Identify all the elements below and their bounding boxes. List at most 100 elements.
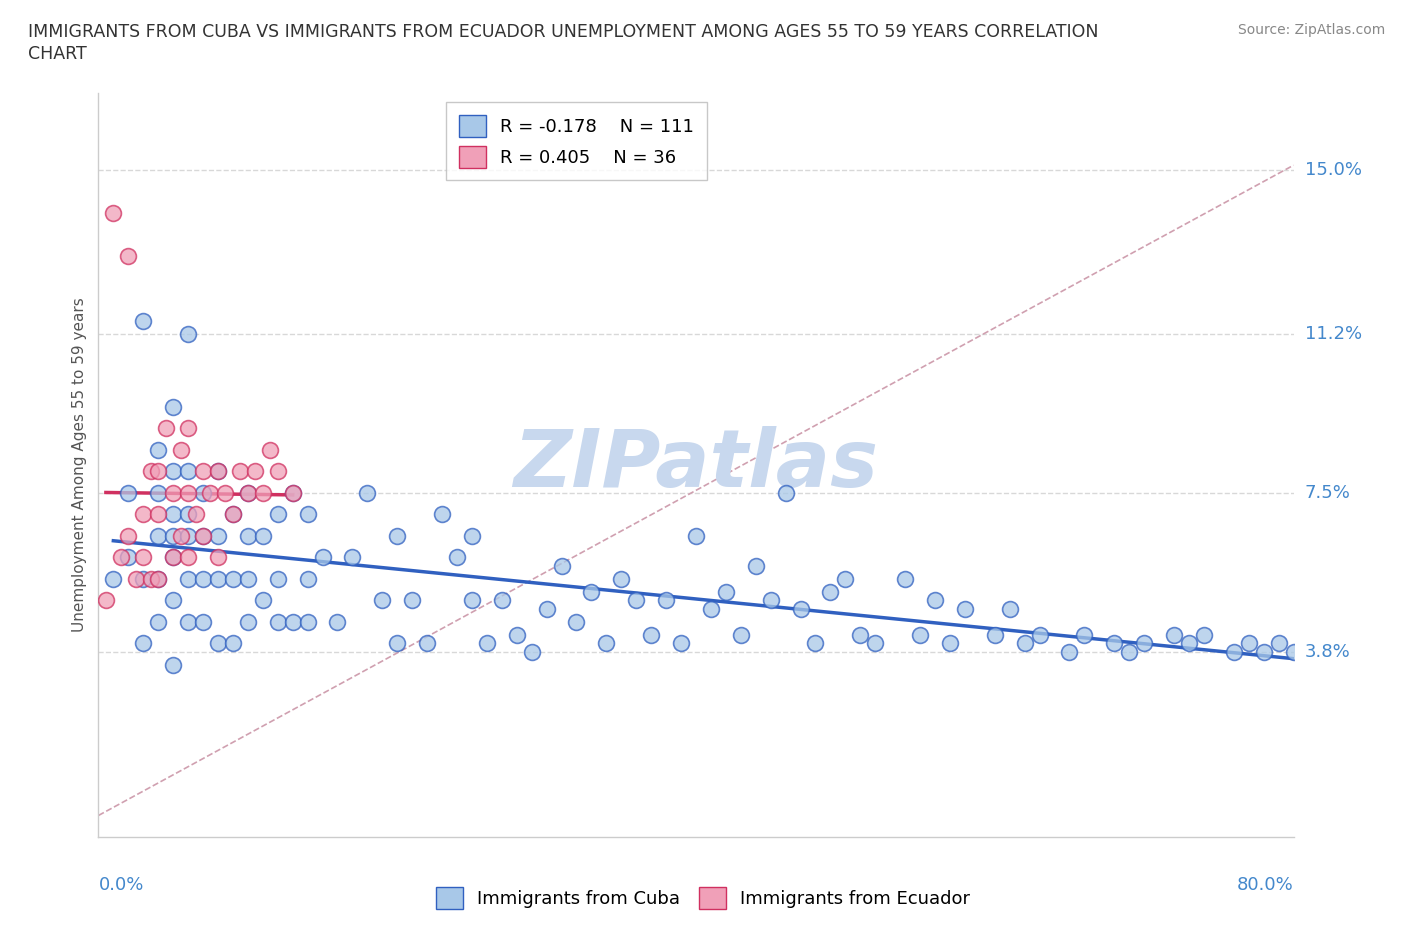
Point xyxy=(191,528,214,543)
Point xyxy=(1104,636,1126,651)
Point xyxy=(804,636,827,651)
Point xyxy=(162,485,184,500)
Point xyxy=(461,528,484,543)
Point xyxy=(908,628,931,643)
Point xyxy=(834,572,856,587)
Point xyxy=(1237,636,1260,651)
Point xyxy=(139,572,162,587)
Point xyxy=(730,628,752,643)
Point xyxy=(998,602,1021,617)
Point xyxy=(311,550,333,565)
Point xyxy=(132,636,155,651)
Point xyxy=(1223,644,1246,659)
Text: CHART: CHART xyxy=(28,45,87,62)
Point xyxy=(297,572,319,587)
Point xyxy=(148,615,170,630)
Point xyxy=(132,572,155,587)
Point xyxy=(236,572,259,587)
Point xyxy=(207,464,229,479)
Point xyxy=(245,464,267,479)
Point xyxy=(536,602,558,617)
Point xyxy=(177,507,200,522)
Point xyxy=(207,464,229,479)
Legend: R = -0.178    N = 111, R = 0.405    N = 36: R = -0.178 N = 111, R = 0.405 N = 36 xyxy=(446,102,707,180)
Point xyxy=(191,528,214,543)
Point xyxy=(117,528,139,543)
Point xyxy=(200,485,222,500)
Point xyxy=(132,313,155,328)
Point xyxy=(184,507,207,522)
Text: ZIPatlas: ZIPatlas xyxy=(513,426,879,504)
Point xyxy=(1133,636,1156,651)
Point xyxy=(565,615,588,630)
Point xyxy=(550,559,572,574)
Point xyxy=(103,572,125,587)
Point xyxy=(714,584,737,599)
Point xyxy=(177,421,200,436)
Point xyxy=(191,615,214,630)
Point xyxy=(162,464,184,479)
Point xyxy=(775,485,797,500)
Point xyxy=(103,206,125,220)
Point xyxy=(214,485,236,500)
Point xyxy=(222,507,245,522)
Point xyxy=(191,572,214,587)
Point xyxy=(139,464,162,479)
Point xyxy=(1073,628,1095,643)
Point xyxy=(610,572,633,587)
Point xyxy=(222,636,245,651)
Point xyxy=(1028,628,1050,643)
Point xyxy=(595,636,617,651)
Point xyxy=(385,528,409,543)
Point xyxy=(110,550,132,565)
Point xyxy=(162,507,184,522)
Point xyxy=(222,572,245,587)
Point xyxy=(669,636,692,651)
Point xyxy=(169,528,191,543)
Point xyxy=(252,485,274,500)
Point xyxy=(581,584,603,599)
Point xyxy=(148,572,170,587)
Point xyxy=(297,507,319,522)
Point xyxy=(865,636,887,651)
Text: 0.0%: 0.0% xyxy=(98,876,143,894)
Point xyxy=(685,528,707,543)
Point xyxy=(446,550,468,565)
Point xyxy=(1014,636,1036,651)
Point xyxy=(236,528,259,543)
Point xyxy=(169,443,191,458)
Point xyxy=(207,550,229,565)
Point xyxy=(162,593,184,608)
Point xyxy=(281,615,304,630)
Point xyxy=(162,550,184,565)
Point xyxy=(281,485,304,500)
Point xyxy=(162,658,184,672)
Point xyxy=(148,485,170,500)
Point xyxy=(252,593,274,608)
Point xyxy=(267,464,290,479)
Point xyxy=(177,615,200,630)
Point xyxy=(177,572,200,587)
Point xyxy=(177,326,200,341)
Point xyxy=(342,550,364,565)
Point xyxy=(700,602,723,617)
Point xyxy=(984,628,1007,643)
Point xyxy=(117,485,139,500)
Point xyxy=(297,615,319,630)
Point xyxy=(267,507,290,522)
Text: 80.0%: 80.0% xyxy=(1237,876,1294,894)
Point xyxy=(162,528,184,543)
Point xyxy=(207,636,229,651)
Point xyxy=(759,593,782,608)
Point xyxy=(148,572,170,587)
Point xyxy=(229,464,252,479)
Point xyxy=(162,400,184,415)
Point xyxy=(626,593,648,608)
Point xyxy=(461,593,484,608)
Point xyxy=(177,550,200,565)
Point xyxy=(640,628,662,643)
Point xyxy=(491,593,513,608)
Point xyxy=(132,550,155,565)
Text: 3.8%: 3.8% xyxy=(1305,643,1350,661)
Point xyxy=(177,464,200,479)
